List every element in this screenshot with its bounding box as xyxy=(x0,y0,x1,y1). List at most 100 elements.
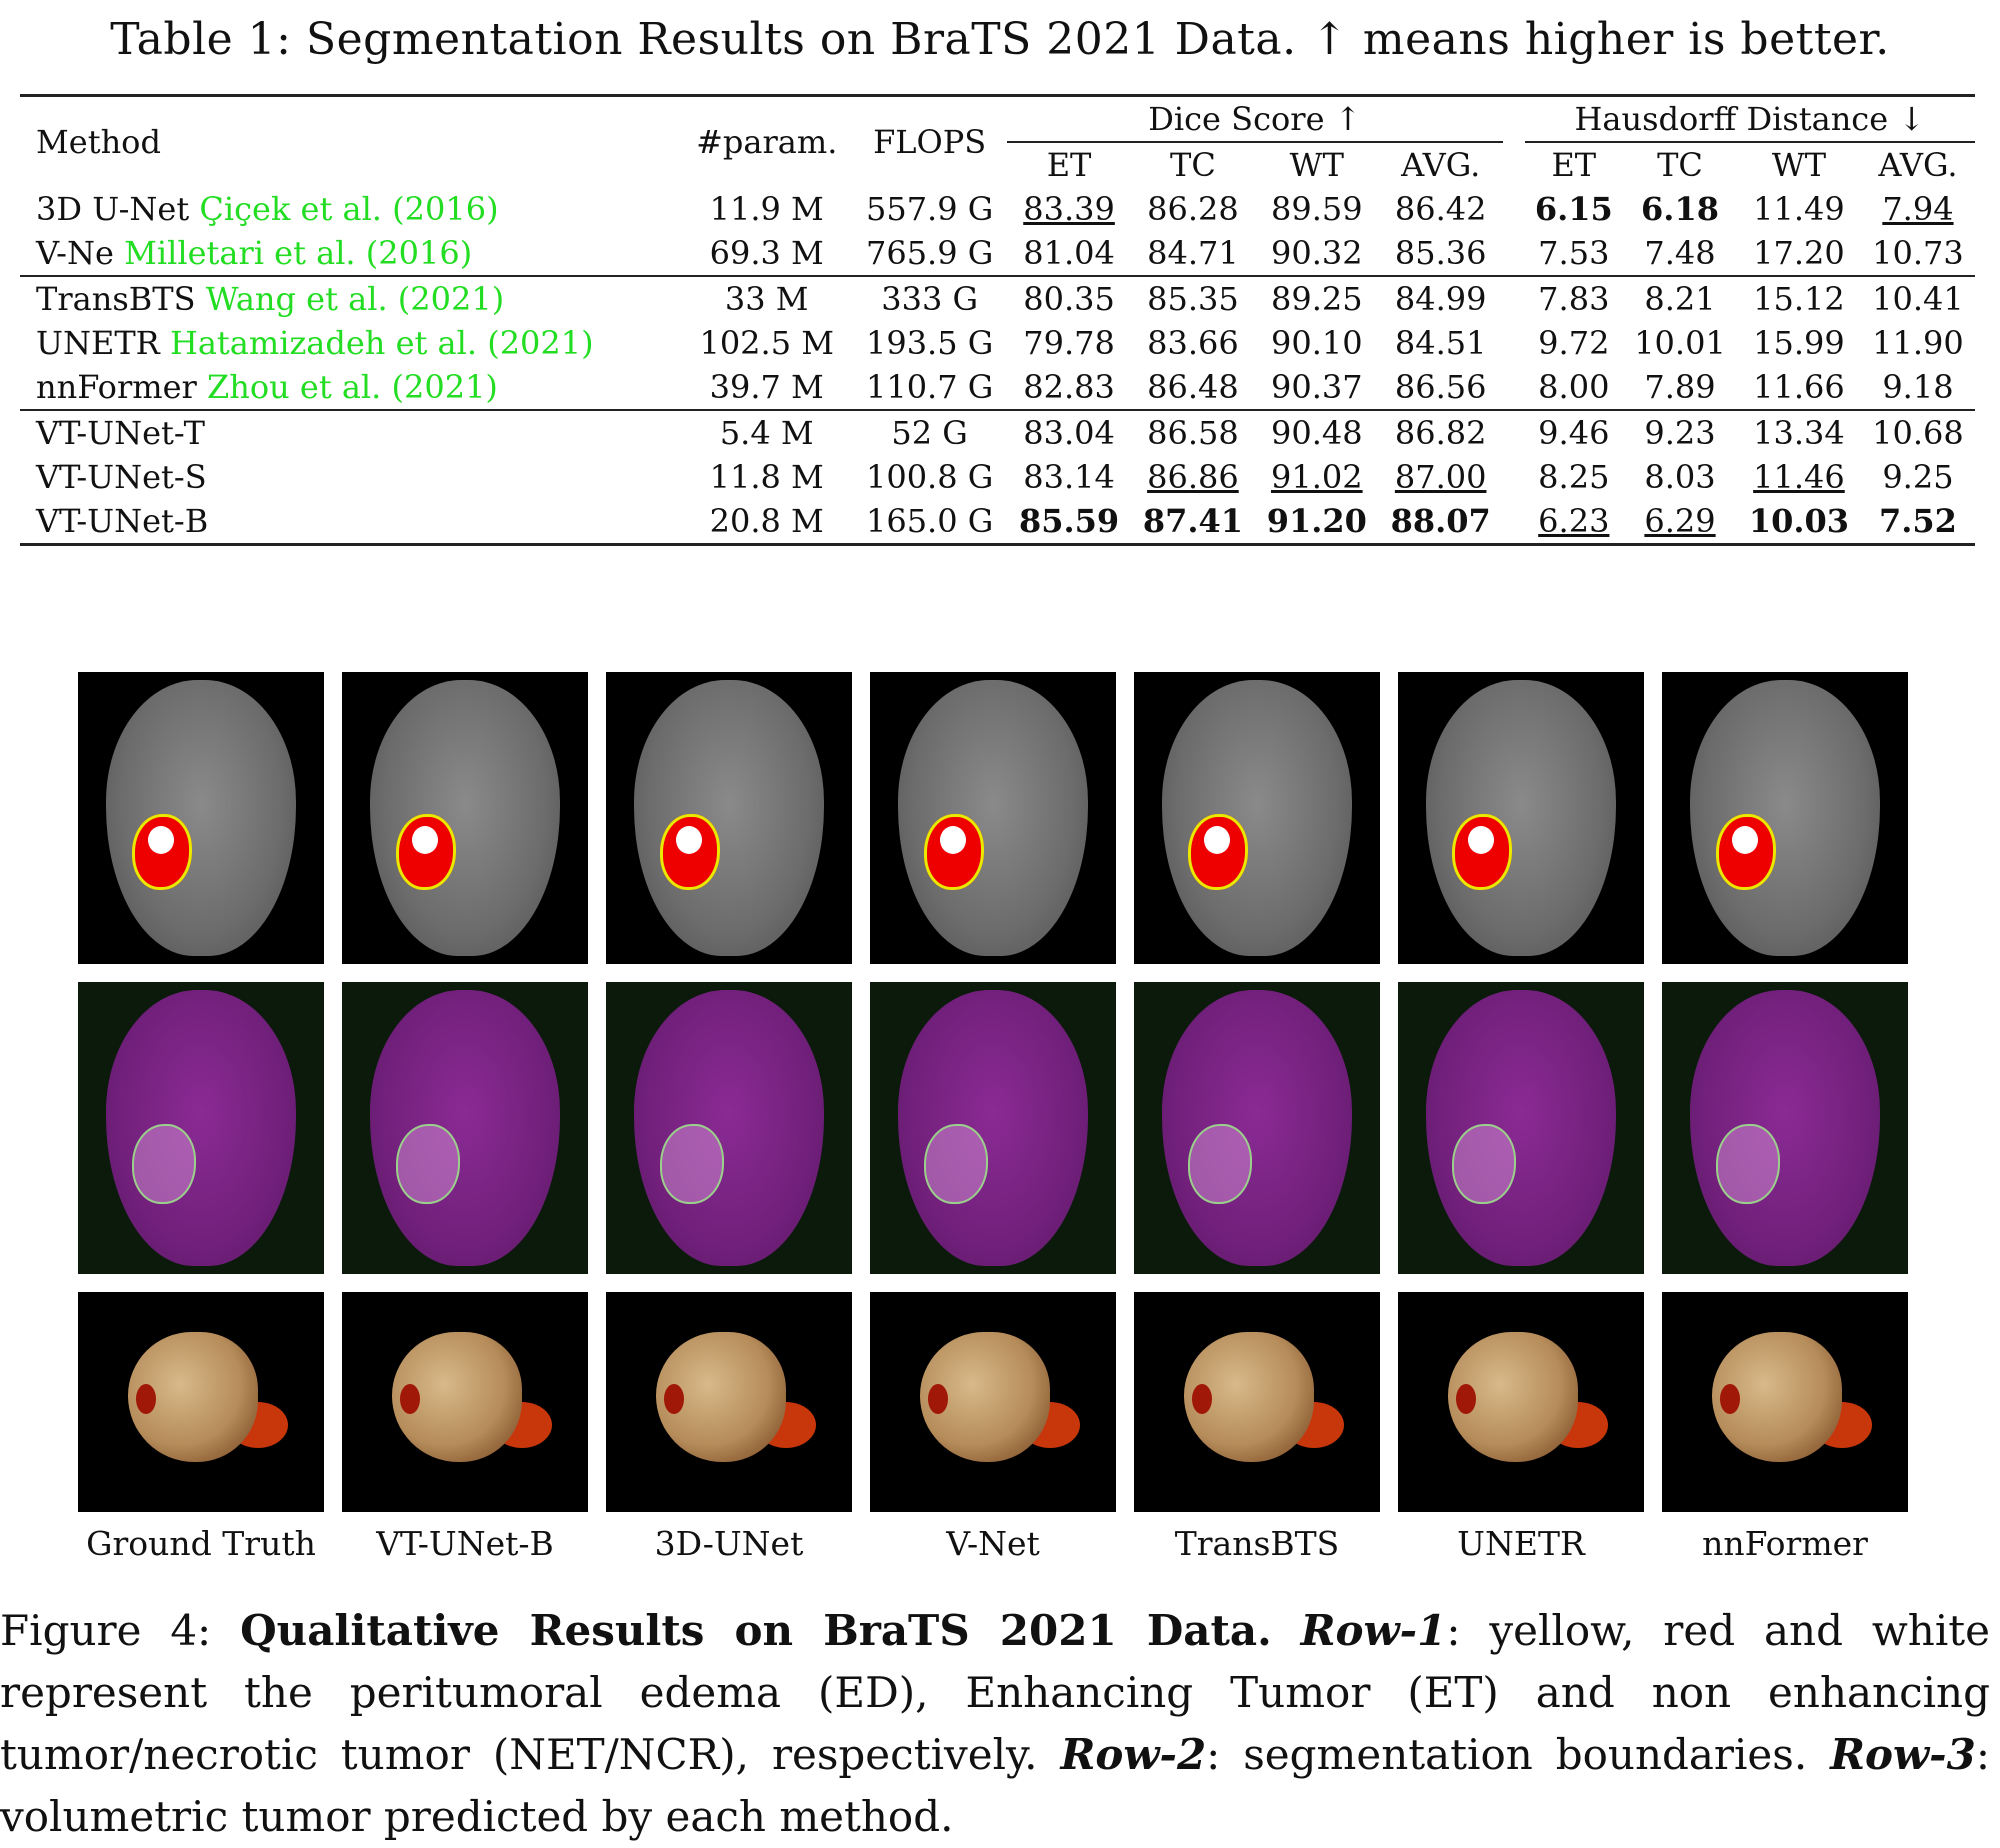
metric-value: 9.25 xyxy=(1882,458,1954,496)
tumor-segmentation xyxy=(1452,814,1512,890)
row2-panel xyxy=(1134,982,1380,1274)
metric-value: 86.56 xyxy=(1394,368,1487,406)
metric-value: 15.99 xyxy=(1753,324,1845,362)
table-row: VT-UNet-T 5.4 M 52 G 83.04 86.58 90.48 86.82 9.… xyxy=(20,410,1975,455)
tumor-segmentation xyxy=(1716,1124,1780,1204)
hd-cell: 7.83 xyxy=(1525,276,1623,321)
metric-value: 11.90 xyxy=(1872,324,1964,362)
hd-cell: 8.21 xyxy=(1623,276,1737,321)
tumor-volume-core xyxy=(400,1384,420,1414)
header-flops: FLOPS xyxy=(873,123,987,161)
metric-value: 80.35 xyxy=(1023,280,1115,318)
column-label: 3D-UNet xyxy=(654,1524,804,1563)
metric-value: 81.04 xyxy=(1023,234,1115,272)
column-label: VT-UNet-B xyxy=(376,1524,554,1563)
tumor-segmentation xyxy=(396,1124,460,1204)
hd-cell: 9.18 xyxy=(1861,365,1975,410)
row1-panel xyxy=(78,672,324,964)
metric-value: 17.20 xyxy=(1753,234,1845,272)
metric-value: 8.21 xyxy=(1644,280,1716,318)
method-cell: TransBTS Wang et al. (2021) xyxy=(20,276,681,321)
citation-link[interactable]: Çiçek et al. (2016) xyxy=(199,190,499,228)
column-label: nnFormer xyxy=(1702,1524,1868,1563)
dice-cell: 84.51 xyxy=(1379,321,1503,365)
metric-value: 10.68 xyxy=(1872,414,1964,452)
results-table-body: 3D U-Net Çiçek et al. (2016) 11.9 M 557.9 … xyxy=(20,187,1975,545)
metric-value: 10.73 xyxy=(1872,234,1964,272)
metric-value: 85.35 xyxy=(1147,280,1239,318)
dice-cell: 85.59 xyxy=(1007,499,1131,545)
tumor-segmentation xyxy=(660,814,720,890)
dice-cell: 86.86 xyxy=(1131,455,1255,499)
hd-cell: 7.94 xyxy=(1861,187,1975,231)
header-hd-group: Hausdorff Distance ↓ xyxy=(1524,95,1975,143)
method-cell: VT-UNet-T xyxy=(20,410,681,455)
tumor-volume-core xyxy=(1720,1384,1740,1414)
group-spacer xyxy=(1503,455,1525,499)
metric-value: 6.23 xyxy=(1538,502,1610,540)
method-name: nnFormer xyxy=(36,368,197,406)
dice-cell: 87.41 xyxy=(1131,499,1255,545)
citation-link[interactable]: Wang et al. (2021) xyxy=(205,280,505,318)
dice-cell: 86.28 xyxy=(1131,187,1255,231)
dice-cell: 82.83 xyxy=(1007,365,1131,410)
column-label: UNETR xyxy=(1457,1524,1585,1563)
dice-cell: 88.07 xyxy=(1379,499,1503,545)
header-method: Method xyxy=(36,123,161,161)
hd-cell: 9.72 xyxy=(1525,321,1623,365)
dice-cell: 86.58 xyxy=(1131,410,1255,455)
params-cell: 102.5 M xyxy=(699,324,834,362)
row1-panel xyxy=(870,672,1116,964)
tumor-segmentation xyxy=(1716,814,1776,890)
row1-panel xyxy=(1134,672,1380,964)
row2-panel xyxy=(606,982,852,1274)
metric-value: 15.12 xyxy=(1753,280,1845,318)
hd-cell: 7.53 xyxy=(1525,231,1623,276)
method-cell: nnFormer Zhou et al. (2021) xyxy=(20,365,681,410)
header-dice-avg: AVG. xyxy=(1401,146,1481,184)
flops-cell: 333 G xyxy=(881,280,979,318)
dice-cell: 90.32 xyxy=(1255,231,1379,276)
row3-panel xyxy=(606,1292,852,1512)
results-table: Method #param. FLOPS Dice Score ↑ Hausdo… xyxy=(20,94,1975,546)
tumor-volume-core xyxy=(136,1384,156,1414)
hd-cell: 11.46 xyxy=(1737,455,1861,499)
metric-value: 91.02 xyxy=(1270,458,1363,496)
table-row: UNETR Hatamizadeh et al. (2021) 102.5 M 19… xyxy=(20,321,1975,365)
dice-cell: 87.00 xyxy=(1379,455,1503,499)
header-hd-avg: AVG. xyxy=(1878,146,1958,184)
metric-value: 6.15 xyxy=(1534,190,1613,228)
flops-cell: 765.9 G xyxy=(865,234,994,272)
header-hd-et: ET xyxy=(1551,146,1597,184)
hd-cell: 9.25 xyxy=(1861,455,1975,499)
row1-panel xyxy=(1398,672,1644,964)
dice-cell: 86.56 xyxy=(1379,365,1503,410)
brain-slice xyxy=(898,990,1088,1266)
dice-cell: 91.02 xyxy=(1255,455,1379,499)
metric-value: 86.86 xyxy=(1147,458,1239,496)
citation-link[interactable]: Milletari et al. (2016) xyxy=(124,234,473,272)
dice-cell: 90.10 xyxy=(1255,321,1379,365)
brain-slice xyxy=(106,680,296,956)
method-cell: V-Ne Milletari et al. (2016) xyxy=(20,231,681,276)
hd-cell: 10.01 xyxy=(1623,321,1737,365)
brain-slice xyxy=(634,680,824,956)
row2-panel xyxy=(78,982,324,1274)
dice-cell: 90.48 xyxy=(1255,410,1379,455)
group-spacer xyxy=(1503,187,1525,231)
metric-value: 90.10 xyxy=(1270,324,1363,362)
hd-cell: 8.25 xyxy=(1525,455,1623,499)
hd-cell: 7.52 xyxy=(1861,499,1975,545)
citation-link[interactable]: Hatamizadeh et al. (2021) xyxy=(169,324,594,362)
row1-panel xyxy=(606,672,852,964)
row1-panel xyxy=(1662,672,1908,964)
hd-cell: 11.49 xyxy=(1737,187,1861,231)
citation-link[interactable]: Zhou et al. (2021) xyxy=(206,368,498,406)
dice-cell: 84.71 xyxy=(1131,231,1255,276)
row3-panel xyxy=(1134,1292,1380,1512)
figure-caption-row2-label: Row-2 xyxy=(1060,1730,1207,1779)
results-table-container: Method #param. FLOPS Dice Score ↑ Hausdo… xyxy=(20,94,1975,546)
metric-value: 13.34 xyxy=(1753,414,1845,452)
metric-value: 9.46 xyxy=(1538,414,1610,452)
metric-value: 91.20 xyxy=(1266,502,1367,540)
